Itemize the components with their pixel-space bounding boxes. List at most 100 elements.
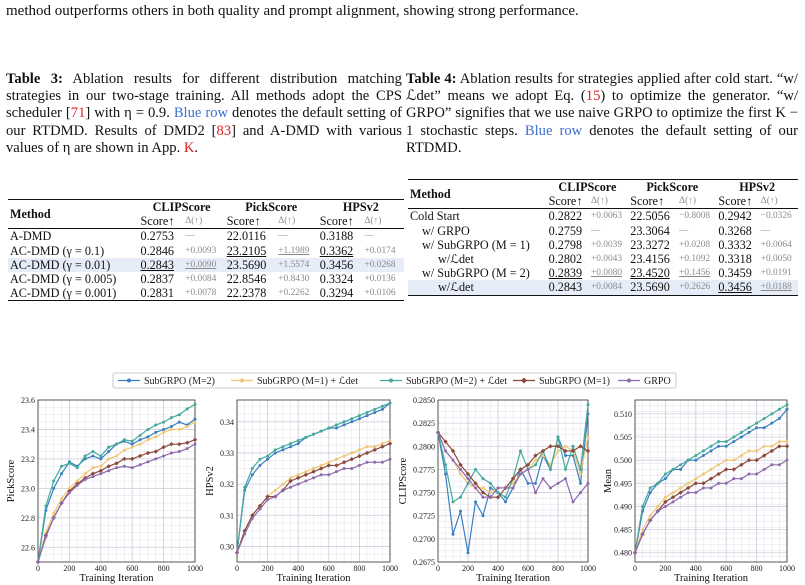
data-point: [459, 509, 462, 513]
data-point: [296, 473, 300, 477]
data-point: [342, 454, 346, 458]
data-point: [549, 467, 552, 471]
cell-pick: 22.5056: [628, 208, 678, 224]
y-tick-label: 0.2800: [413, 442, 435, 451]
data-point: [193, 420, 197, 424]
data-point: [304, 479, 308, 483]
data-point: [701, 486, 705, 490]
data-point: [91, 454, 95, 458]
data-point: [350, 417, 354, 421]
data-point: [496, 491, 500, 495]
table-row: w/ SubGRPO (M = 2) 0.2839 +0.0080 23.4520…: [408, 266, 798, 280]
t4-group-pick: PickScore: [628, 179, 717, 195]
x-tick-label: 1000: [580, 564, 596, 573]
data-point: [777, 444, 782, 449]
data-point: [686, 485, 691, 491]
data-point: [451, 500, 455, 504]
data-point: [388, 401, 392, 405]
cell-hps-delta: +0.0188: [758, 280, 798, 296]
data-point: [288, 478, 293, 484]
row-method: AC-DMD (γ = 0.01): [8, 257, 139, 273]
data-point: [701, 472, 705, 476]
t3-col-method: Method: [8, 198, 139, 229]
data-point: [296, 475, 301, 481]
data-point: [258, 507, 262, 511]
data-point: [60, 464, 64, 468]
data-point: [357, 463, 361, 467]
data-point: [709, 486, 713, 490]
data-point: [312, 432, 315, 436]
data-point: [769, 448, 774, 454]
data-point: [534, 458, 537, 462]
data-point: [114, 461, 119, 466]
data-point: [670, 495, 676, 500]
table-row: Cold Start 0.2822 +0.0063 22.5056 −0.8008 …: [408, 208, 798, 224]
data-point: [122, 448, 126, 452]
t4-delta: Δ(↑): [590, 196, 608, 207]
table3-app-ref[interactable]: K: [183, 139, 195, 156]
y-tick-label: 0.30: [220, 542, 234, 551]
data-point: [732, 458, 736, 462]
data-point: [633, 551, 637, 555]
data-point: [169, 427, 173, 431]
table3-ref2[interactable]: 83: [216, 122, 232, 139]
data-point: [303, 472, 309, 477]
table3-ref1[interactable]: 71: [70, 105, 86, 122]
data-point: [526, 481, 530, 485]
cell-clip: 0.2802: [548, 252, 583, 267]
data-point: [724, 481, 728, 485]
chart-panel-hpsv2: 0 200 400 600 800 1000 0.30 0.31 0.32 0.33 0.34 Tra…: [205, 399, 398, 584]
cell-clip-delta: +0.0078: [183, 286, 225, 302]
x-tick-label: 200: [63, 564, 75, 573]
x-tick-label: 1000: [382, 564, 398, 573]
data-point: [36, 560, 40, 564]
legend-label: GRPO: [644, 376, 671, 387]
data-point: [739, 462, 744, 467]
data-point: [177, 450, 181, 454]
data-point: [138, 433, 142, 437]
data-point: [541, 477, 545, 481]
data-point: [724, 440, 728, 444]
data-point: [511, 481, 515, 485]
data-point: [459, 495, 462, 499]
row-method: w/ℒdet: [408, 280, 547, 296]
cell-clip: 0.2822: [546, 208, 589, 224]
data-point: [357, 448, 361, 452]
data-point: [770, 463, 774, 467]
data-point: [373, 460, 377, 464]
data-point: [648, 514, 652, 518]
data-point: [663, 504, 667, 508]
cell-clip: 0.2839: [548, 266, 583, 281]
data-point: [747, 472, 751, 476]
data-point: [342, 467, 346, 471]
data-point: [534, 463, 537, 467]
data-point: [784, 444, 790, 449]
data-point: [489, 491, 492, 495]
series-1: [36, 420, 197, 564]
data-point: [154, 430, 158, 434]
data-point: [98, 468, 103, 473]
cell-clip: 0.2843: [138, 257, 184, 273]
data-point: [451, 532, 455, 536]
table-row-default: w/ℒdet 0.2843 +0.0084 23.5690 +0.2626 0.34…: [408, 280, 798, 296]
data-point: [177, 413, 181, 417]
data-point: [474, 467, 477, 471]
t4-metric: Score↑: [718, 194, 753, 209]
table-row: AC-DMD (γ = 0.005) 0.2837 +0.0084 22.8546…: [8, 272, 404, 286]
cell-clip-delta: +0.0084: [185, 274, 217, 285]
data-point: [525, 462, 531, 467]
data-point: [746, 457, 752, 463]
data-point: [130, 445, 134, 449]
data-point: [739, 435, 743, 439]
data-point: [91, 450, 95, 454]
x-tick-label: 600: [323, 564, 335, 573]
data-point: [708, 476, 714, 481]
plot-frame: [236, 399, 391, 563]
data-point: [44, 535, 48, 539]
series-1: [633, 440, 789, 555]
data-point: [556, 481, 560, 485]
data-point: [289, 445, 293, 449]
y-axis-label: Mean: [603, 468, 614, 493]
table4-ref1[interactable]: 15: [585, 88, 601, 105]
cell-hps: 0.3268: [718, 223, 752, 238]
